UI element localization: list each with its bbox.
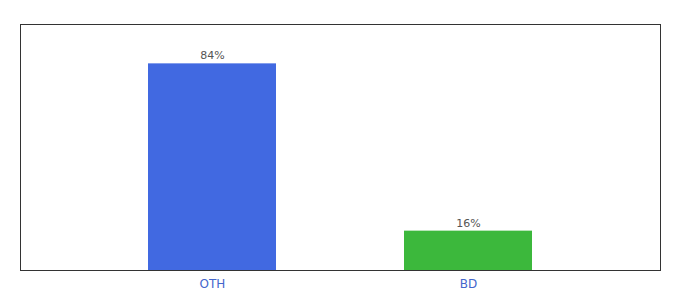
- svg-text:16%: 16%: [456, 217, 480, 230]
- svg-text:BD: BD: [460, 277, 477, 291]
- svg-text:OTH: OTH: [200, 277, 226, 291]
- svg-text:84%: 84%: [200, 49, 224, 62]
